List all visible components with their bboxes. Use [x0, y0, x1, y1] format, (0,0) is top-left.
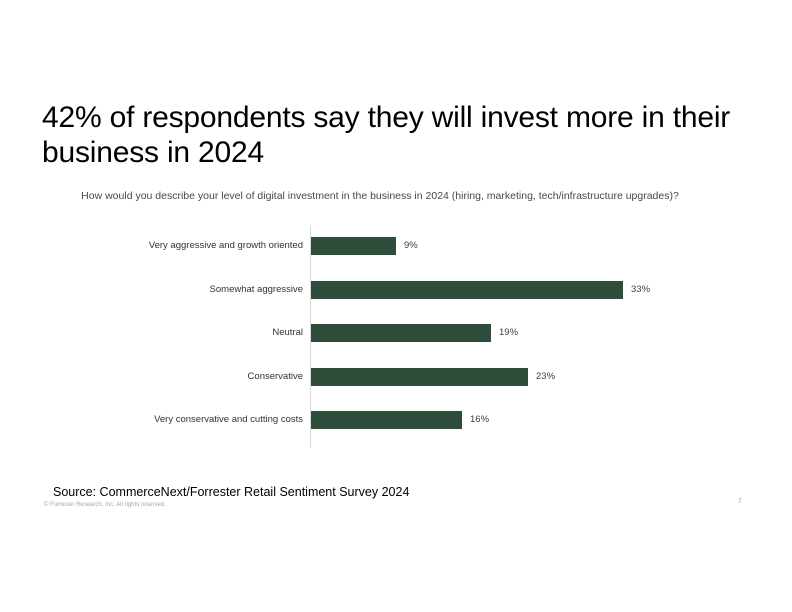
chart-row: Neutral 19%: [0, 324, 792, 342]
category-label: Very aggressive and growth oriented: [148, 240, 303, 251]
chart-row: Somewhat aggressive 33%: [0, 280, 792, 299]
bar: [311, 367, 528, 386]
value-label: 19%: [499, 327, 519, 338]
value-label: 23%: [536, 370, 556, 382]
category-label: Neutral: [272, 327, 303, 338]
chart-question-title: How would you describe your level of dig…: [81, 190, 679, 202]
value-label: 33%: [631, 283, 651, 295]
page-number: 7: [738, 498, 742, 505]
slide-title: 42% of respondents say they will invest …: [42, 101, 731, 169]
chart-row: Very conservative and cutting costs 16%: [0, 411, 792, 429]
chart-row: Very aggressive and growth oriented 9%: [0, 237, 792, 255]
value-label: 16%: [470, 414, 490, 425]
bar: [311, 280, 623, 299]
value-label: 9%: [404, 240, 418, 251]
source-note: Source: CommerceNext/Forrester Retail Se…: [53, 485, 410, 499]
chart-row: Conservative 23%: [0, 367, 792, 386]
copyright-note: © Forrester Research, Inc. All rights re…: [44, 502, 166, 508]
category-label: Conservative: [247, 370, 303, 382]
bar: [311, 324, 491, 342]
category-label: Somewhat aggressive: [209, 283, 303, 295]
bar: [311, 237, 396, 255]
category-label: Very conservative and cutting costs: [154, 414, 303, 425]
bar: [311, 411, 462, 429]
y-axis-line: [310, 225, 311, 448]
